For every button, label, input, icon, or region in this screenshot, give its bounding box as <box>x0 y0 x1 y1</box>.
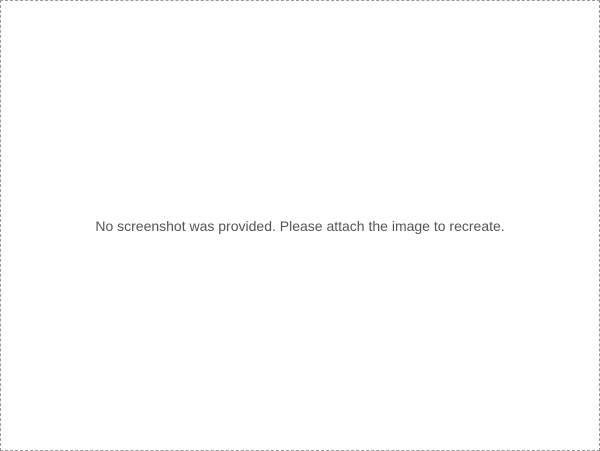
missing-image-notice: No screenshot was provided. Please attac… <box>0 0 600 451</box>
